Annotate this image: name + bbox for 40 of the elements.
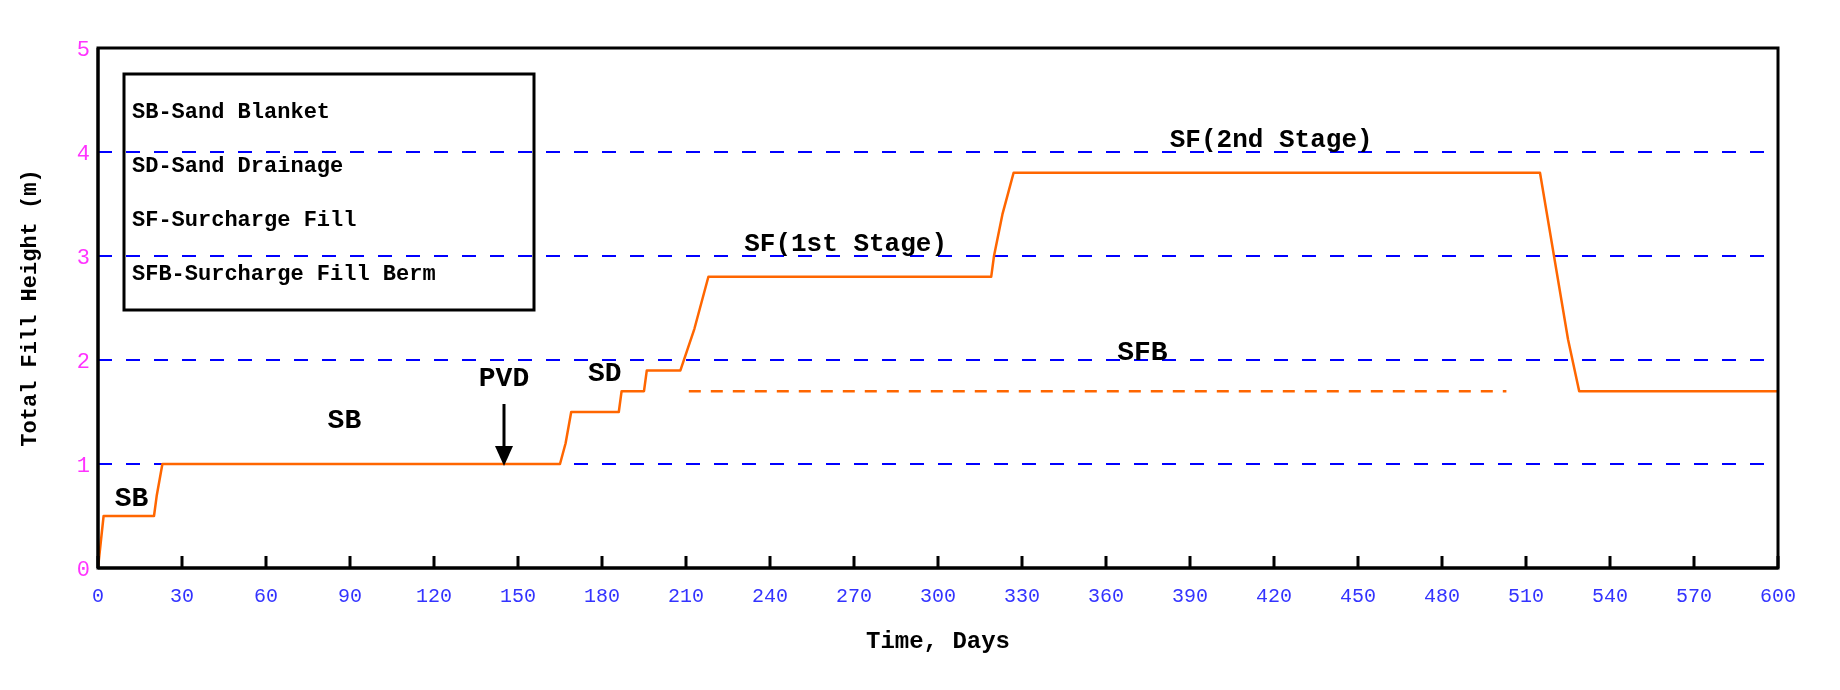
x-tick-label: 240 xyxy=(751,585,789,609)
annotation: SFB xyxy=(1117,337,1168,368)
annotation: PVD xyxy=(478,363,530,394)
x-tick-label: 420 xyxy=(1255,585,1293,609)
x-tick-label: 390 xyxy=(1171,585,1209,609)
x-tick-label: 570 xyxy=(1675,585,1713,609)
x-tick-label: 210 xyxy=(667,585,705,609)
annotation: SF-Surcharge Fill xyxy=(132,208,357,233)
annotation: SB xyxy=(114,482,149,514)
annotation: SB-Sand Blanket xyxy=(132,100,331,125)
y-tick-label: 4 xyxy=(76,141,90,167)
x-tick-label: 90 xyxy=(337,585,363,609)
x-axis-title: Time, Days xyxy=(865,628,1011,655)
x-tick-label: 270 xyxy=(835,585,873,609)
y-tick-label: 5 xyxy=(76,37,90,63)
x-tick-label: 60 xyxy=(253,585,279,609)
x-tick-label: 600 xyxy=(1759,585,1797,609)
annotation: SB xyxy=(327,404,362,436)
x-tick-label: 300 xyxy=(919,585,957,609)
y-axis-title: Total Fill Height (m) xyxy=(17,169,43,447)
annotation: SD-Sand Drainage xyxy=(132,154,344,179)
x-tick-label: 30 xyxy=(169,585,195,609)
x-tick-label: 450 xyxy=(1339,585,1377,609)
x-tick-label: 150 xyxy=(499,585,537,609)
y-tick-label: 3 xyxy=(76,245,90,271)
y-tick-label: 2 xyxy=(76,349,90,375)
x-tick-label: 510 xyxy=(1507,585,1545,609)
x-tick-label: 480 xyxy=(1423,585,1461,609)
y-tick-label: 1 xyxy=(76,453,90,479)
annotation: SF(2nd Stage) xyxy=(1169,124,1373,155)
annotation: SD xyxy=(588,357,622,389)
x-tick-label: 120 xyxy=(415,585,453,609)
annotation: SF(1st Stage) xyxy=(744,228,948,259)
x-tick-label: 540 xyxy=(1591,585,1629,609)
x-tick-label: 360 xyxy=(1087,585,1125,609)
x-tick-label: 330 xyxy=(1003,585,1041,609)
annotation: SFB-Surcharge Fill Berm xyxy=(132,262,436,287)
y-tick-label: 0 xyxy=(76,557,90,583)
x-tick-label: 0 xyxy=(91,585,105,609)
x-tick-label: 180 xyxy=(583,585,621,609)
